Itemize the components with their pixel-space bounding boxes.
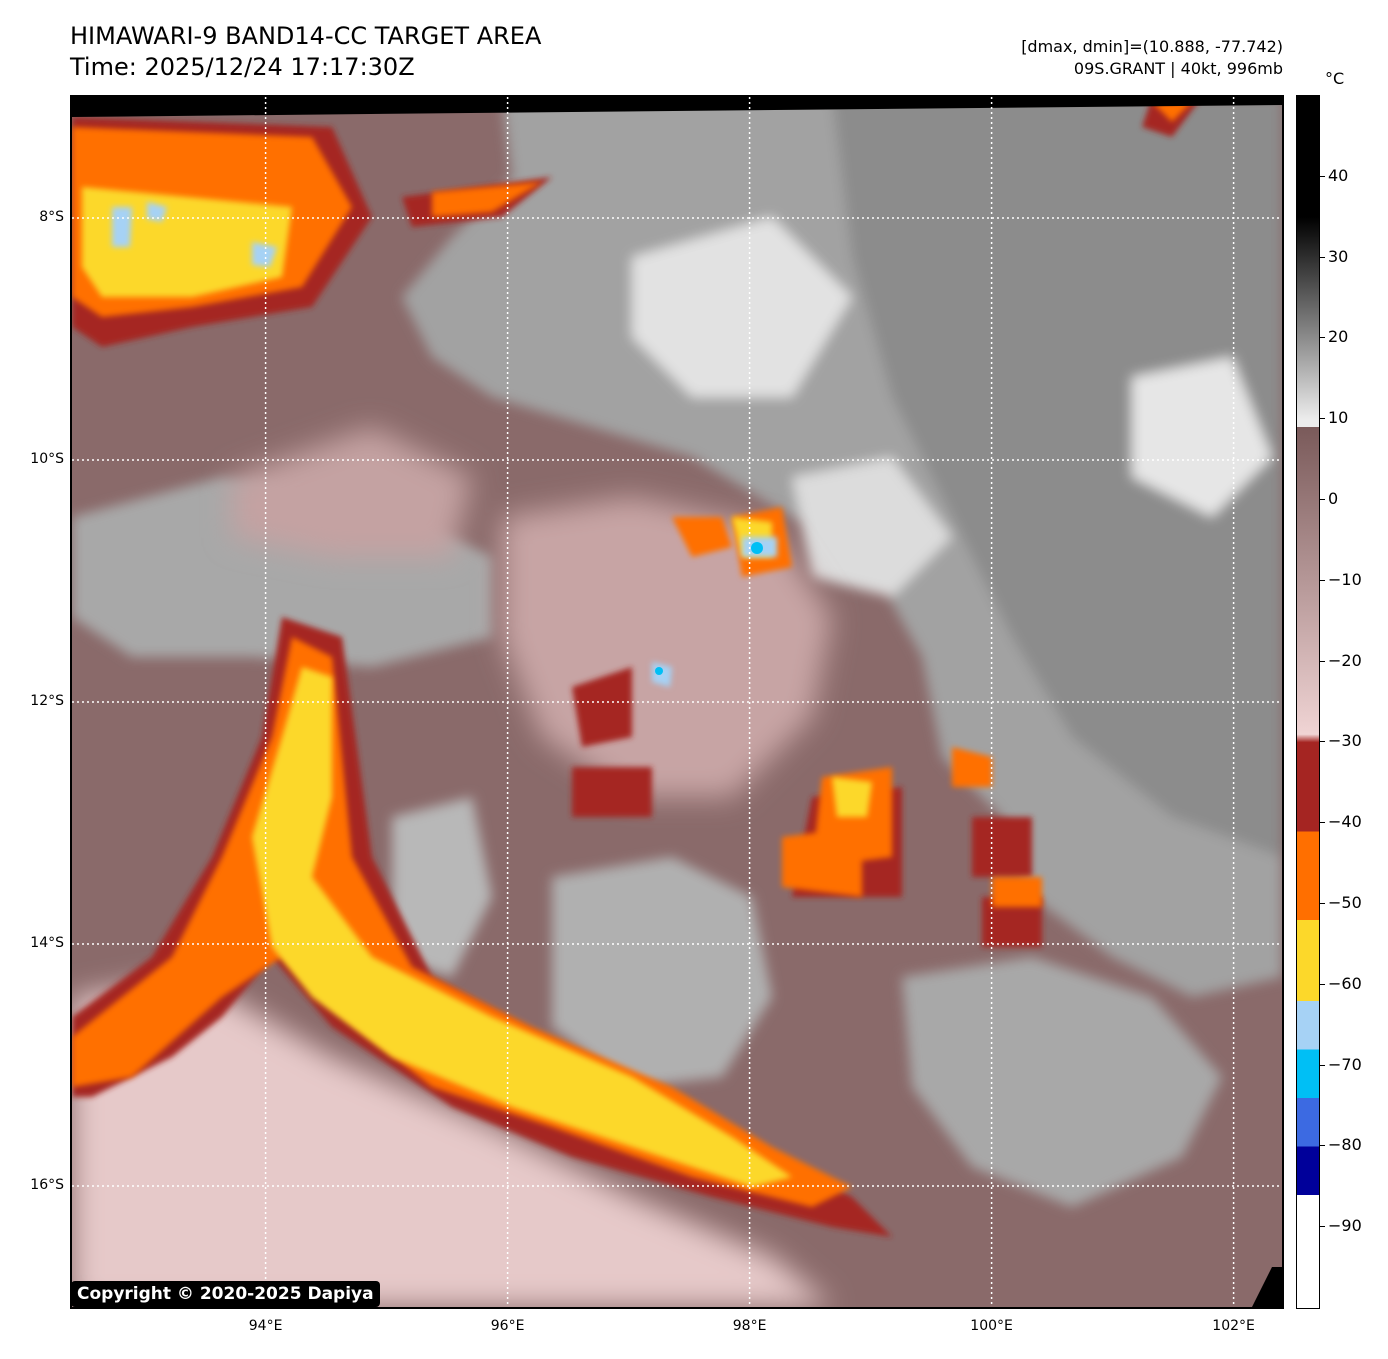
lon-label: 100°E bbox=[970, 1318, 1013, 1334]
lat-label: 10°S bbox=[30, 451, 64, 467]
no-data-strip-bottom bbox=[1252, 1267, 1282, 1307]
clear-sky-regions bbox=[72, 97, 1282, 1207]
colorbar-tick-label: 30 bbox=[1328, 246, 1349, 266]
lon-label: 98°E bbox=[732, 1318, 767, 1334]
colorbar-unit: °C bbox=[1325, 69, 1345, 88]
lat-label: 14°S bbox=[30, 935, 64, 951]
no-data-strip-top bbox=[72, 97, 1282, 117]
lat-label: 16°S bbox=[30, 1177, 64, 1193]
colorbar-tick bbox=[1320, 660, 1325, 662]
colorbar-tick bbox=[1320, 1064, 1325, 1066]
colorbar-tick bbox=[1320, 579, 1325, 581]
colorbar-tick-label: 0 bbox=[1328, 489, 1339, 508]
colorbar-tick bbox=[1320, 256, 1325, 258]
convection-yellow bbox=[82, 187, 872, 1187]
lon-label: 96°E bbox=[490, 1318, 525, 1334]
colorbar-tick bbox=[1320, 983, 1325, 985]
gridlines bbox=[72, 97, 1282, 1307]
colorbar-tick-label: 20 bbox=[1328, 327, 1349, 347]
colorbar-tick bbox=[1320, 903, 1325, 904]
colorbar-tick-label: 10 bbox=[1328, 408, 1349, 428]
colorbar-tick-label: −20 bbox=[1328, 650, 1362, 670]
colorbar bbox=[1296, 95, 1320, 1309]
chart-title: HIMAWARI-9 BAND14-CC TARGET AREA bbox=[70, 22, 542, 50]
lon-label: 102°E bbox=[1212, 1318, 1255, 1334]
colorbar-tick-label: 40 bbox=[1328, 165, 1349, 185]
colorbar-tick bbox=[1320, 175, 1325, 177]
lat-label: 8°S bbox=[39, 209, 64, 225]
colorbar-tick bbox=[1320, 499, 1325, 500]
colorbar-tick-label: −10 bbox=[1328, 569, 1362, 589]
colorbar-tick bbox=[1320, 741, 1325, 743]
colorbar-tick bbox=[1320, 1145, 1325, 1147]
satellite-map[interactable] bbox=[70, 95, 1284, 1309]
timestamp: Time: 2025/12/24 17:17:30Z bbox=[70, 53, 415, 81]
colorbar-tick-label: −30 bbox=[1328, 731, 1362, 751]
colorbar-tick-label: −40 bbox=[1328, 812, 1362, 832]
colorbar-tick-label: −50 bbox=[1328, 893, 1362, 912]
lon-label: 94°E bbox=[248, 1318, 283, 1334]
colorbar-tick-label: −60 bbox=[1328, 973, 1362, 993]
colorbar-tick bbox=[1320, 418, 1325, 420]
convection-cyan bbox=[655, 542, 763, 675]
colorbar-tick-label: −70 bbox=[1328, 1054, 1362, 1074]
dmax-dmin-readout: [dmax, dmin]=(10.888, -77.742) bbox=[1021, 37, 1283, 56]
lat-label: 12°S bbox=[30, 693, 64, 709]
colorbar-tick bbox=[1320, 822, 1325, 824]
colorbar-tick-label: −80 bbox=[1328, 1135, 1362, 1155]
colorbar-tick-label: −90 bbox=[1328, 1216, 1362, 1236]
colorbar-tick bbox=[1320, 1226, 1325, 1228]
storm-info: 09S.GRANT | 40kt, 996mb bbox=[1073, 59, 1283, 78]
copyright-badge: Copyright © 2020-2025 Dapiya bbox=[71, 1281, 380, 1307]
colorbar-tick bbox=[1320, 337, 1325, 339]
